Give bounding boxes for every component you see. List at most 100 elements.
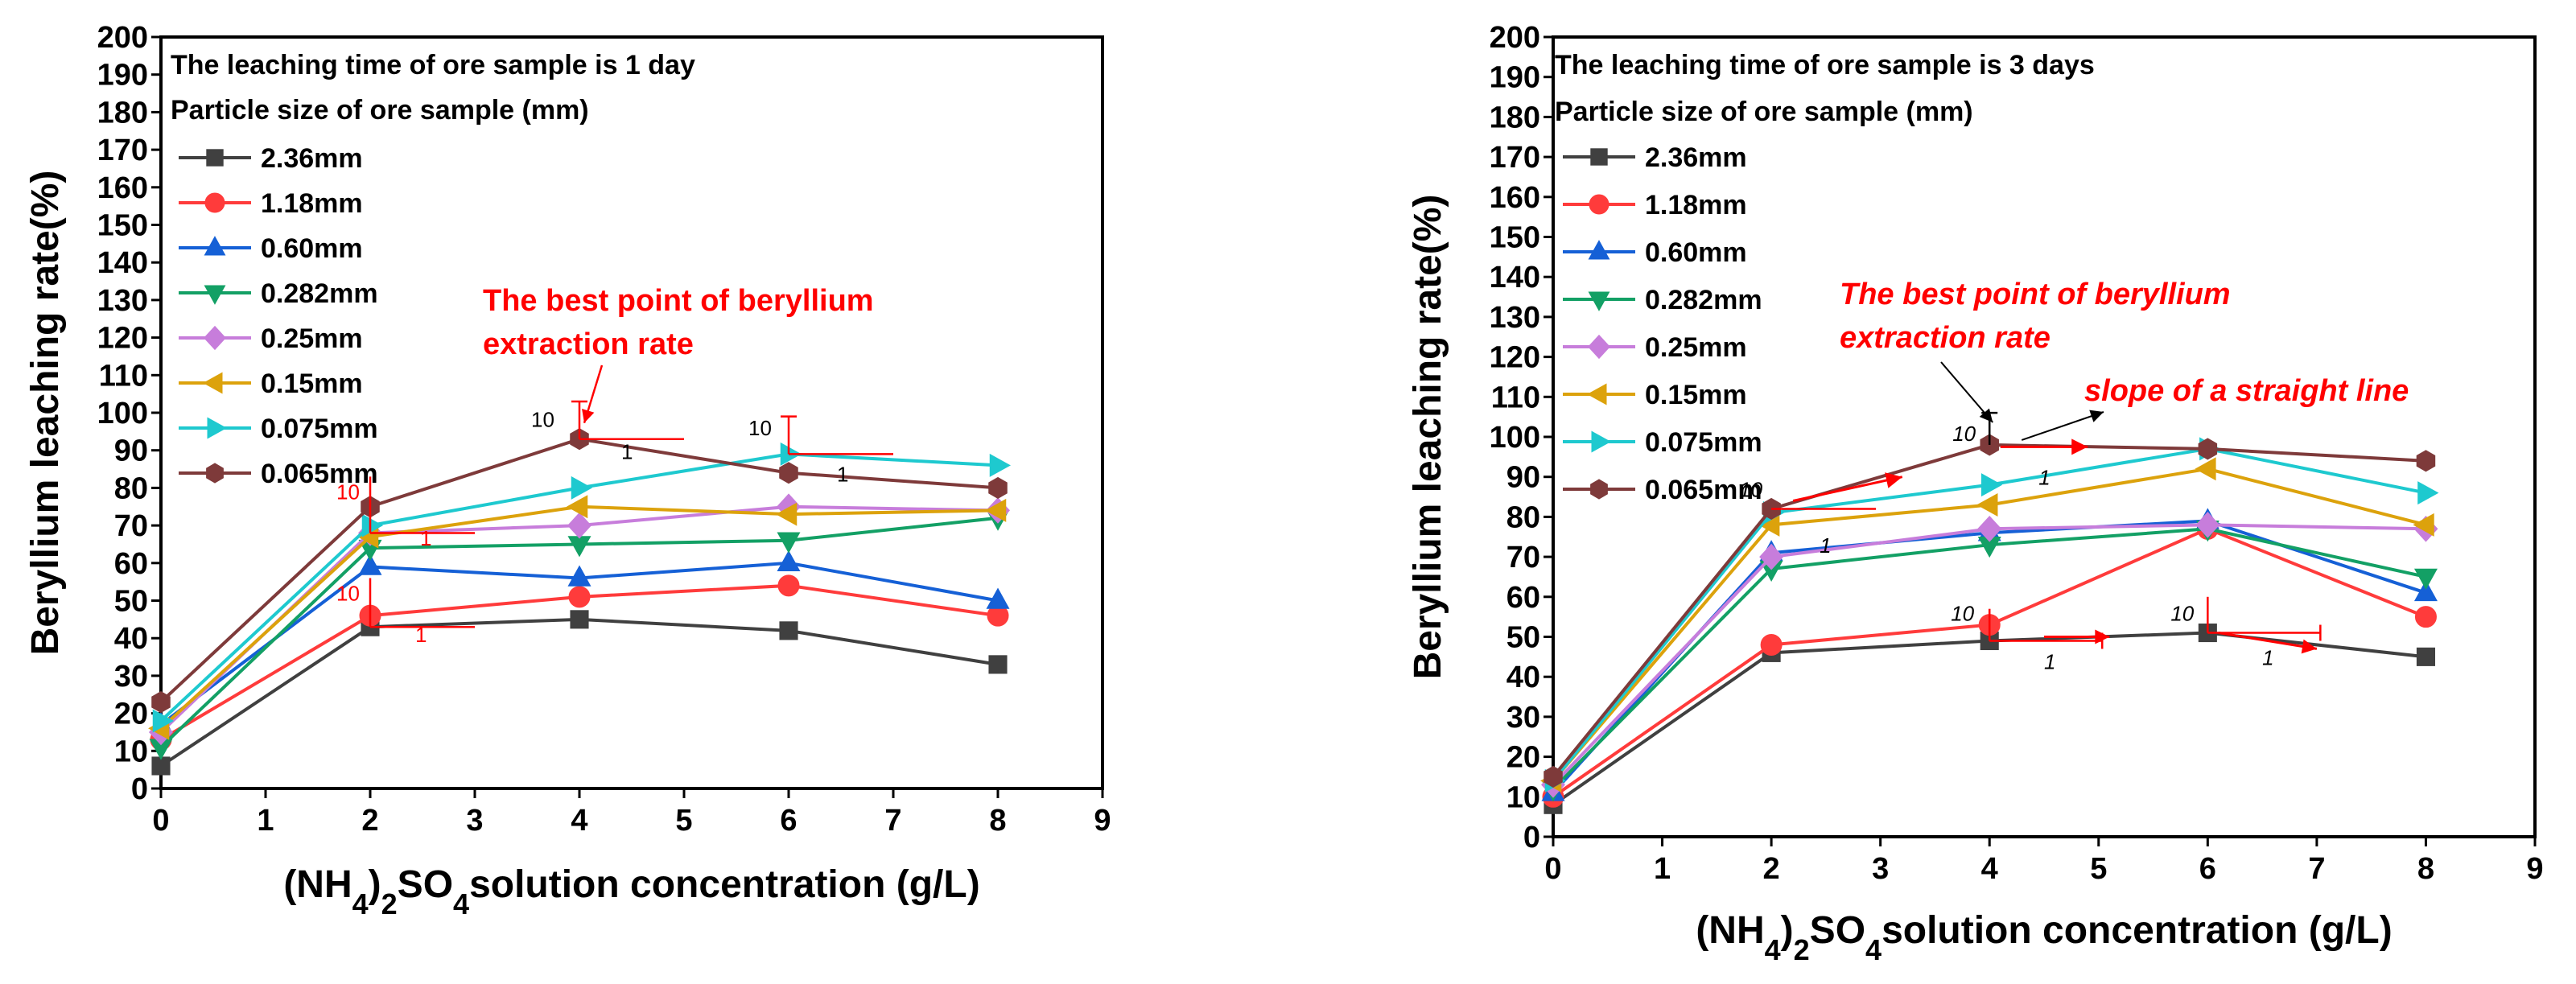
x-tick-label: 2 [361,804,378,838]
x-tick-label: 3 [1872,852,1889,886]
legend-label: 2.36mm [1645,142,1747,173]
legend: 2.36mm 1.18mm 0.60mm 0.282mm 0.25mm 0.15mm 0.0… [179,143,378,489]
y-axis-label: Beryllium leaching rate(%) [1407,195,1449,680]
data-point [568,586,591,608]
x-tick-label: 7 [884,804,901,838]
series-line [159,583,999,742]
series-line [159,617,999,768]
x-tick-label: 0 [1544,852,1561,886]
series-0.282mm [1541,521,2438,802]
data-point [777,532,801,554]
legend-marker [1588,334,1610,360]
legend-marker [207,417,227,439]
slope-run-label: 1 [837,462,848,486]
x-axis-label-subscript: 4 [453,887,469,920]
data-point [779,621,798,640]
data-point [567,536,591,558]
legend-label: 0.282mm [1645,285,1762,315]
legend-marker [1589,194,1609,215]
red-trend-arrow-head [1885,472,1902,488]
chart-title: The leaching time of ore sample is 1 day [171,50,695,80]
x-axis-label-part: SO [1810,909,1865,952]
series-0.282mm [149,509,1010,760]
best-point-arrow-head [582,409,595,423]
x-axis-label-part: (NH [283,863,352,906]
y-tick-label: 120 [1490,341,1540,375]
best-point-label-line2: extraction rate [1840,321,2050,355]
y-tick-label: 180 [97,96,148,130]
x-tick-label: 8 [2417,852,2434,886]
series-1.18mm [150,574,1009,751]
y-tick-label: 110 [1491,381,1540,414]
y-tick-label: 40 [1506,661,1540,694]
y-tick-label: 190 [97,59,148,93]
data-point [571,476,592,500]
legend-label: 0.075mm [261,414,378,444]
y-tick-label: 200 [1490,21,1540,55]
data-point [2417,481,2439,505]
y-tick-label: 100 [1490,421,1540,455]
legend-label: 0.15mm [261,368,363,399]
legend-label: 0.25mm [261,323,363,354]
y-tick-label: 60 [114,547,148,581]
x-axis-label-subscript: 4 [1865,933,1882,966]
data-point [567,565,591,587]
data-point [988,476,1008,499]
data-point [2195,457,2216,481]
slope-rise-label: 10 [748,416,772,440]
y-tick-label: 90 [114,434,148,468]
data-point [567,512,591,539]
series-0.075mm [152,442,1011,733]
slope-run-label: 1 [2038,466,2050,490]
legend-marker [204,192,225,213]
red-trend-arrow [1792,476,1903,502]
slope-line-arrow [2021,411,2104,441]
y-tick-label: 170 [1490,141,1540,175]
legend-label: 0.282mm [261,278,378,309]
red-trend-arrow-head [2095,629,2110,644]
x-tick-label: 3 [466,804,483,838]
y-tick-label: 200 [97,21,148,55]
data-point [567,495,588,519]
x-axis-label-subscript: 4 [352,887,369,920]
x-axis-label: (NH4)2SO4solution concentration (g/L) [1696,909,2392,966]
data-point [988,655,1008,674]
x-axis-label-subscript: 2 [381,887,398,920]
y-tick-label: 30 [114,660,148,694]
y-axis-label: Beryllium leaching rate(%) [24,171,67,656]
slope-run-label: 1 [2044,649,2055,673]
x-axis-label-subscript: 2 [1794,933,1810,966]
data-point [986,587,1010,609]
y-tick-label: 160 [1490,181,1540,215]
red-trend-arrow-head [2301,639,2317,654]
y-tick-label: 180 [1490,101,1540,134]
slope-run-label: 1 [415,623,427,647]
legend-marker [1587,383,1607,406]
data-point [2413,579,2438,602]
x-tick-label: 8 [989,804,1006,838]
x-axis-label: (NH4)2SO4solution concentration (g/L) [283,863,979,920]
red-trend-arrow-head [2071,438,2088,455]
y-tick-label: 0 [131,772,148,806]
data-point [570,610,589,629]
y-tick-label: 20 [1506,741,1540,775]
series-0.60mm [149,550,1010,733]
legend-marker [206,463,224,484]
legend-label: 0.075mm [1645,427,1762,458]
data-point [361,513,383,537]
legend-label: 1.18mm [261,188,363,219]
slope-rise-label: 10 [1951,602,1974,626]
best-point-label: The best point of beryllium [1840,278,2231,311]
y-tick-label: 100 [97,397,148,430]
y-tick-label: 60 [1506,581,1540,615]
data-point [989,453,1011,477]
data-point [358,554,382,575]
y-tick-label: 0 [1523,821,1540,854]
x-tick-label: 5 [2090,852,2107,886]
x-axis-label-part: (NH [1696,909,1764,952]
y-tick-label: 170 [97,134,148,167]
legend-label: 0.60mm [261,233,363,264]
x-tick-label: 7 [2308,852,2325,886]
y-tick-label: 10 [1506,780,1540,814]
slope-rise-label: 10 [2170,602,2194,626]
